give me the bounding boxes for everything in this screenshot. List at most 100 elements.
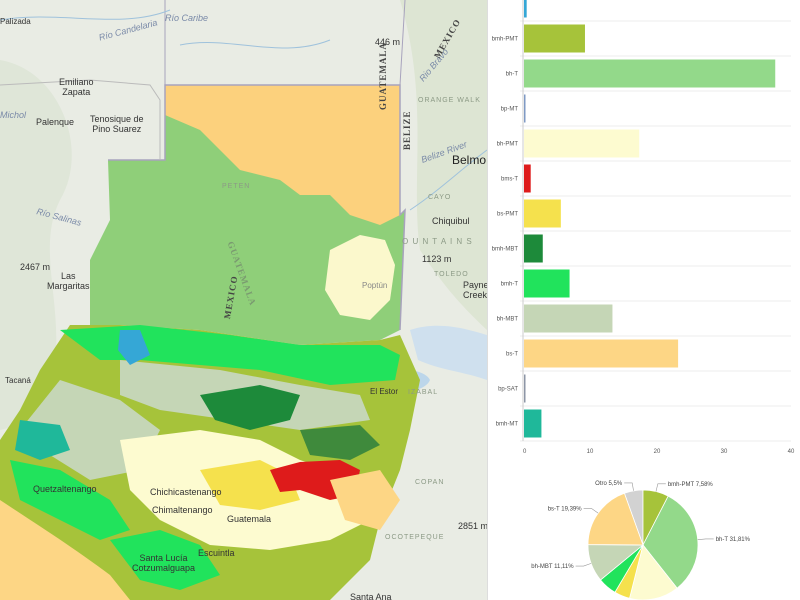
label-belmo: Belmo [452,153,487,167]
region-bmh-MBT [200,385,300,430]
label-chimaltenango: Chimaltenango [152,505,213,515]
label-elev-446: 446 m [375,37,401,47]
bar-bmh-PMT[interactable] [524,24,585,53]
pie-leader-line [575,563,592,567]
label-escuintla: Escuintla [198,548,235,558]
label-chiquibul: Chiquibul [432,216,470,226]
y-tick-label: bs-T [506,352,518,358]
pie-label: bs-T 19,39% [548,507,583,513]
label-elev-2467: 2467 m [20,262,51,272]
label-santa-ana: Santa Ana [350,592,392,600]
label-las-margaritas: Las Margaritas [47,271,90,291]
rivers [0,9,487,211]
region-bs-T-east [330,470,400,530]
label-guatemala-city: Guatemala [227,514,272,524]
x-tick-label: 30 [721,449,728,455]
bar-chart[interactable]: bmh-PMT bh-T bp-MT bh-PMT bms-T bs-PMT bmh-MBT… [488,0,800,460]
label-santa-lucia: Santa Lucía Cotzumalguapa [132,553,196,573]
belize-terrain [400,0,487,330]
pie-leader-line [655,483,666,492]
y-tick-label: bms-T [501,177,518,183]
bar-bh-T[interactable] [524,59,776,88]
region-bs-T-coast [0,500,130,600]
region-bmh-T-coast [10,460,130,540]
y-tick-label: bh-T [506,72,519,78]
region-bh-PMT-poptun [325,235,395,320]
bar-bp-SAT[interactable] [524,374,526,403]
label-rio-caribe: Río Caribe [165,13,209,23]
pie-label: bh-MBT 11,11% [531,564,574,570]
map-view[interactable]: Emiliano Zapata Palenque Tenosique de Pi… [0,0,487,600]
label-palizada: Palizada [0,17,31,26]
bar-bmh-MBT[interactable] [524,234,543,263]
x-tick-label: 10 [587,449,594,455]
y-tick-label: bs-PMT [497,212,518,218]
map-canvas[interactable] [0,0,487,600]
pie-chart-slices [587,489,699,600]
gulf-honduras-water [410,325,487,380]
label-guatemala-east: GUATEMALA [378,42,388,110]
label-belize: BELIZE [402,110,412,150]
bar-unlabeled[interactable] [524,0,527,18]
pie-label: Otro 5,5% [595,481,623,487]
bar-bs-PMT[interactable] [524,199,561,228]
label-elev-2851: 2851 m [458,521,487,531]
bar-bp-MT[interactable] [524,94,526,123]
bar-bh-MBT[interactable] [524,304,613,333]
label-mountains: O U N T A I N S [402,237,473,246]
label-tenosique: Tenosique de Pino Suarez [90,114,144,134]
region-bmh-T-south [110,530,220,590]
bar-bmh-T[interactable] [524,269,570,298]
label-poptun: Poptún [362,281,388,290]
y-tick-label: bp-SAT [498,387,518,393]
bar-chart-grid [520,0,791,442]
pie-label: bh-T 31,81% [716,537,751,543]
label-palenque: Palenque [36,117,75,127]
pie-leader-line [624,482,634,491]
terrain-relief [0,60,72,430]
bar-bmh-MT[interactable] [524,409,542,438]
label-michol: Michol [0,110,27,120]
bar-chart-x-axis: 0 10 20 30 40 [523,449,795,455]
x-tick-label: 40 [788,449,795,455]
label-tacana: Tacaná [5,376,31,385]
mexico-belize-border [164,0,406,86]
y-tick-label: bmh-MBT [492,247,519,253]
y-tick-label: bp-MT [501,107,519,113]
pie-slice[interactable] [629,544,678,600]
y-tick-label: bh-MBT [497,317,519,323]
chart-panel: bmh-PMT bh-T bp-MT bh-PMT bms-T bs-PMT bmh-MBT… [487,0,800,600]
label-copan: COPAN [415,479,445,486]
region-bmh-MT [15,420,70,460]
label-elev-1123: 1123 m [422,254,452,264]
pie-chart[interactable]: Otro 5,5% bmh-PMT 7,58% bh-T 31,81% bh-MBT … [488,465,800,600]
bar-bs-T[interactable] [524,339,679,368]
bar-chart-rows: bmh-PMT bh-T bp-MT bh-PMT bms-T bs-PMT bmh-MBT… [492,0,776,438]
label-orange-walk: ORANGE WALK [418,97,481,104]
pie-slice[interactable] [587,492,644,546]
pie-chart-labels: Otro 5,5% bmh-PMT 7,58% bh-T 31,81% bh-MBT … [531,481,750,570]
label-cayo: CAYO [428,194,452,201]
label-toledo: TOLEDO [434,271,469,278]
label-payne-creek: Payne's Creek [463,280,487,300]
label-quetzaltenango: Quetzaltenango [33,484,97,494]
bar-bms-T[interactable] [524,164,531,193]
label-ocotepeque: OCOTEPEQUE [385,534,445,541]
x-tick-label: 0 [523,449,527,455]
state-border [0,79,161,160]
pie-label: bmh-PMT 7,58% [668,482,714,488]
label-el-estor: El Estor [370,387,399,396]
pie-leader-line [697,538,714,540]
x-tick-label: 20 [654,449,661,455]
pie-leader-line [583,508,599,514]
label-chichicastenango: Chichicastenango [150,487,222,497]
label-peten: PETEN [222,183,251,190]
bar-bh-PMT[interactable] [524,129,640,158]
label-emiliano-zapata: Emiliano Zapata [59,77,94,97]
y-tick-label: bmh-MT [496,422,519,428]
y-tick-label: bmh-T [501,282,519,288]
region-bp-MT [118,330,150,365]
region-bmh-MBT-east [300,425,380,460]
y-tick-label: bh-PMT [497,142,519,148]
region-bs-T-north [165,85,400,225]
